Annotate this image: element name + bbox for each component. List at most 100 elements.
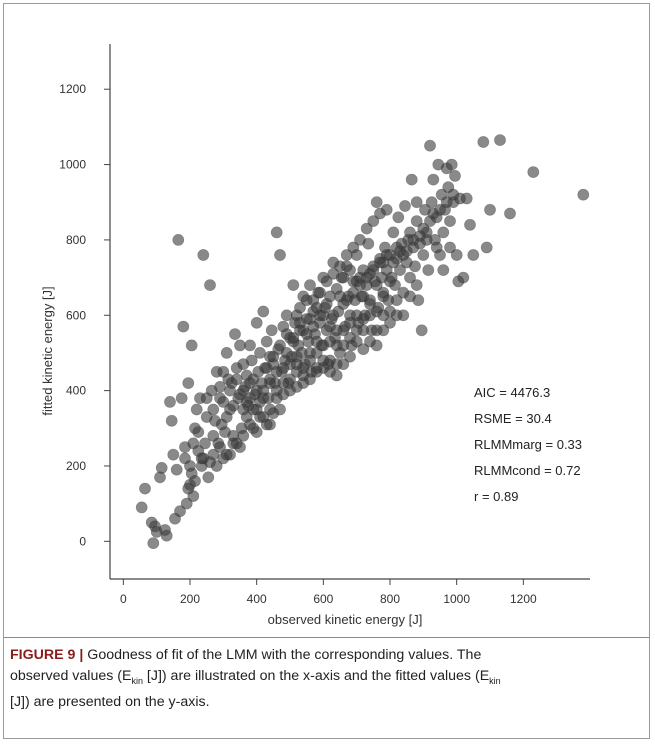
data-point xyxy=(444,241,456,254)
x-tick-label: 600 xyxy=(313,592,333,606)
data-point xyxy=(230,373,243,386)
data-point xyxy=(247,403,260,416)
data-point xyxy=(192,426,205,438)
data-point xyxy=(220,411,233,423)
caption-divider xyxy=(4,637,649,638)
data-point xyxy=(337,339,350,352)
data-point xyxy=(480,241,493,254)
data-point xyxy=(377,290,390,303)
data-point xyxy=(337,358,350,371)
data-point xyxy=(200,392,213,405)
data-point xyxy=(347,241,360,254)
data-point xyxy=(477,136,490,148)
data-point xyxy=(410,279,423,291)
y-tick-label: 200 xyxy=(66,459,86,473)
data-point xyxy=(167,448,180,461)
data-point xyxy=(277,362,290,374)
data-point xyxy=(307,320,320,333)
data-point xyxy=(182,482,195,495)
data-point xyxy=(257,305,270,318)
chart-area: 0 200 400 600 800 1000 1200 0 200 400 600 800 1000 12… xyxy=(4,4,649,636)
data-point xyxy=(320,275,333,288)
caption-subscript: kin xyxy=(131,675,143,686)
data-point xyxy=(224,448,236,461)
figure-frame: 0 200 400 600 800 1000 1200 0 200 400 600 800 1000 12… xyxy=(3,3,650,739)
data-point xyxy=(337,324,350,337)
data-point xyxy=(229,328,241,340)
caption-text-3: [J]) are presented on the y-axis. xyxy=(10,693,210,710)
data-point xyxy=(410,215,423,227)
data-point xyxy=(164,395,176,408)
data-points xyxy=(135,134,590,550)
data-point xyxy=(160,529,173,542)
data-point xyxy=(260,335,273,348)
data-point xyxy=(445,158,458,171)
data-point xyxy=(139,482,151,495)
data-point xyxy=(254,346,266,359)
data-point xyxy=(265,324,278,337)
data-point xyxy=(214,392,226,405)
data-point xyxy=(347,286,360,299)
data-point xyxy=(360,271,373,284)
data-point xyxy=(360,222,373,235)
data-point xyxy=(267,350,280,363)
data-point xyxy=(264,377,276,389)
data-point xyxy=(460,192,473,205)
data-point xyxy=(350,335,363,348)
data-point xyxy=(392,211,405,224)
data-point xyxy=(274,249,286,261)
data-point xyxy=(240,395,253,408)
data-point xyxy=(354,233,366,246)
data-point xyxy=(350,324,363,337)
data-point xyxy=(377,309,390,322)
caption-text-2b: [J]) are illustrated on the x-axis and t… xyxy=(142,668,490,684)
caption-subscript: kin xyxy=(489,675,501,686)
axes xyxy=(104,44,590,585)
data-point xyxy=(405,173,418,186)
data-point xyxy=(444,215,456,227)
data-point xyxy=(175,392,188,405)
y-tick-label: 600 xyxy=(66,308,86,322)
tick-labels: 0 200 400 600 800 1000 1200 0 200 400 600 800 1000 12… xyxy=(59,82,537,606)
data-point xyxy=(217,365,230,378)
data-point xyxy=(464,218,476,231)
data-point xyxy=(297,362,310,374)
data-point xyxy=(147,537,160,550)
data-point xyxy=(404,290,416,303)
data-point xyxy=(234,388,246,401)
data-point xyxy=(287,331,300,344)
x-tick-label: 400 xyxy=(247,592,267,606)
data-point xyxy=(314,286,326,299)
data-point xyxy=(202,471,215,484)
x-tick-label: 1200 xyxy=(510,592,537,606)
data-point xyxy=(340,294,353,307)
figure-caption: FIGURE 9 | Goodness of fit of the LMM wi… xyxy=(10,645,644,713)
data-point xyxy=(327,267,340,280)
data-point xyxy=(199,437,211,450)
data-point xyxy=(410,196,423,209)
data-point xyxy=(384,316,396,329)
data-point xyxy=(484,203,496,216)
data-point xyxy=(244,377,256,389)
data-point xyxy=(310,335,323,348)
data-point xyxy=(250,316,263,329)
data-point xyxy=(344,316,356,329)
data-point xyxy=(409,260,421,273)
data-point xyxy=(384,275,396,288)
data-point xyxy=(207,403,220,416)
data-point xyxy=(165,414,178,427)
data-point xyxy=(334,260,346,273)
data-point xyxy=(185,339,198,352)
data-point xyxy=(420,233,433,246)
data-point xyxy=(337,271,350,284)
data-point xyxy=(370,196,383,209)
stats-annotation: AIC = 4476.3 RSME = 30.4 RLMMmarg = 0.33 RL… xyxy=(474,385,582,504)
data-point xyxy=(284,373,296,386)
data-point xyxy=(394,264,406,276)
data-point xyxy=(260,362,273,374)
data-point xyxy=(234,339,246,352)
caption-label: FIGURE 9 | xyxy=(10,647,84,663)
x-tick-label: 1000 xyxy=(443,592,470,606)
data-point xyxy=(245,354,258,367)
data-point xyxy=(504,207,516,220)
